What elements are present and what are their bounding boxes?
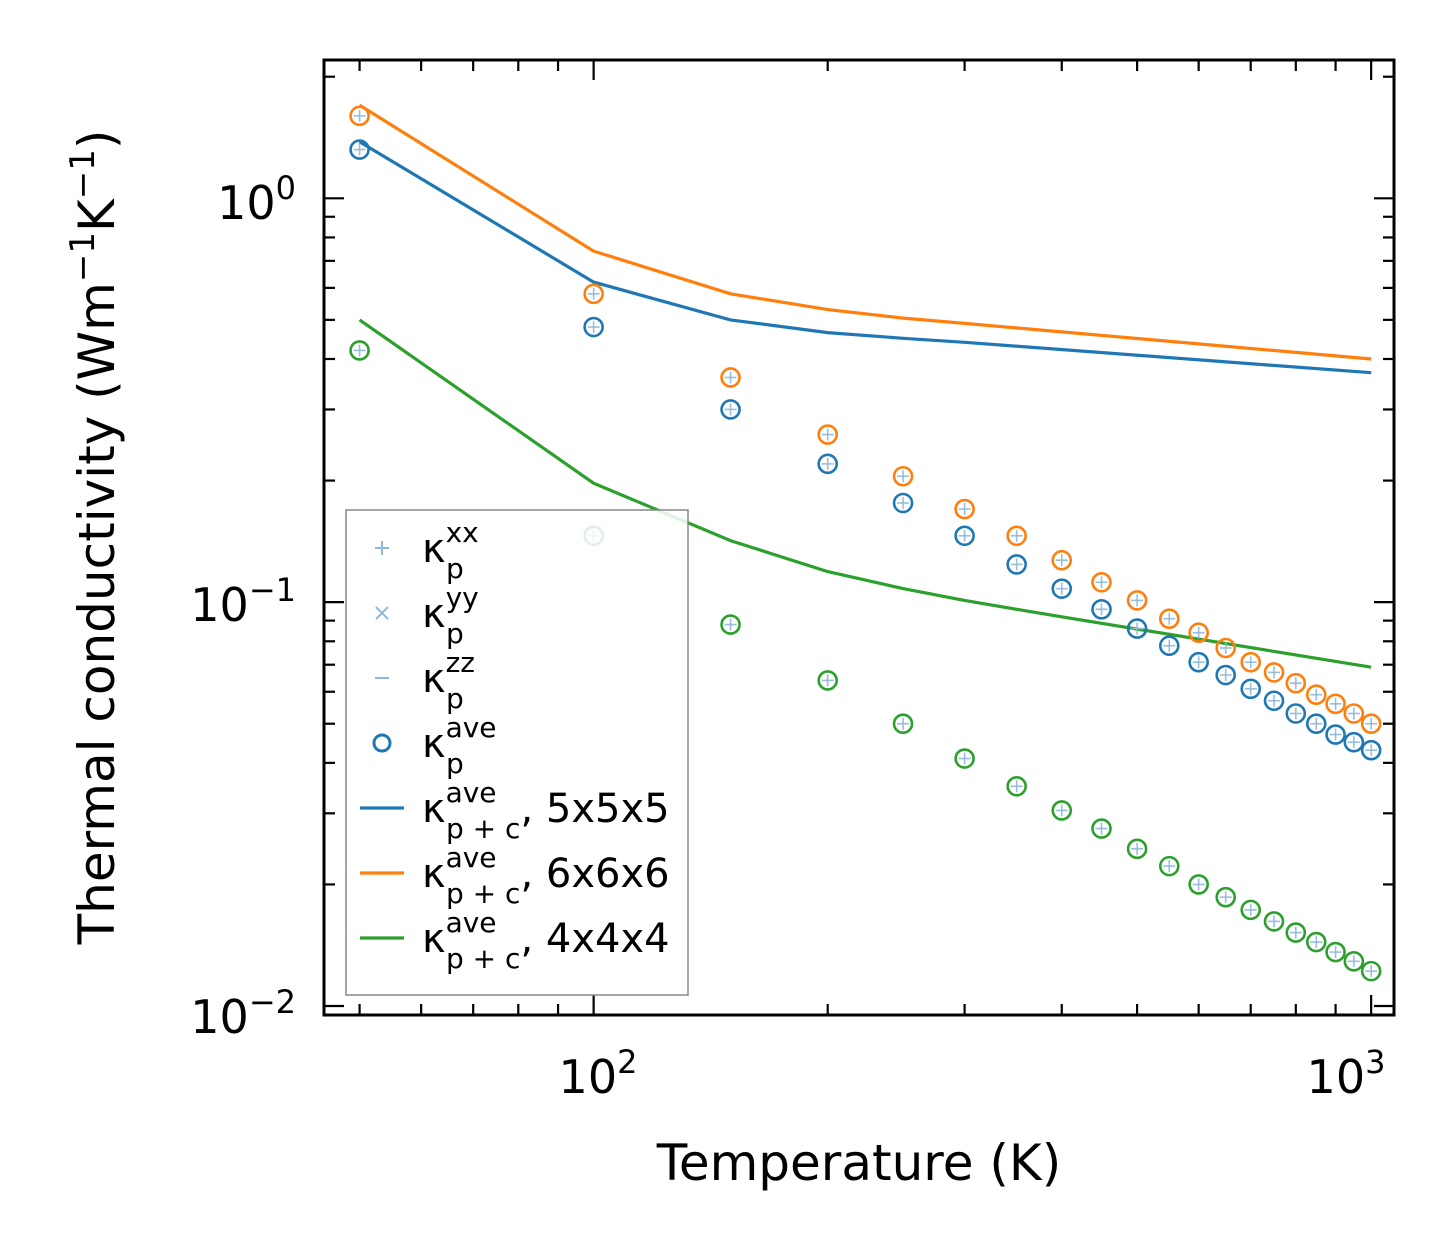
data-point — [954, 498, 975, 520]
data-point — [1285, 672, 1307, 694]
marker-series-1 — [349, 139, 1382, 761]
data-point — [349, 340, 370, 361]
legend-label: κave p — [422, 711, 497, 780]
legend-label: κave p + c, 5x5x5 — [422, 776, 670, 845]
data-point — [1158, 635, 1180, 657]
legend-label: κyy p — [422, 581, 479, 650]
data-point — [1051, 578, 1073, 599]
legend-entry-5: κave p + c, 5x5x5 — [360, 776, 670, 845]
series-line-3 — [358, 318, 1372, 669]
data-point — [1343, 703, 1365, 724]
data-point — [1091, 599, 1112, 620]
data-point — [817, 453, 838, 475]
data-point — [583, 316, 604, 338]
data-point — [1158, 608, 1180, 629]
data-point — [1263, 911, 1285, 932]
data-point — [892, 713, 914, 735]
legend-entry-1: κxx p — [375, 516, 479, 585]
data-point — [1240, 899, 1262, 921]
data-point — [1240, 678, 1262, 700]
data-point — [1051, 800, 1073, 821]
legend-label: κzz p — [422, 646, 475, 715]
data-point — [1325, 693, 1346, 715]
legend-label: κxx p — [422, 516, 479, 585]
data-point — [1343, 731, 1365, 753]
data-point — [1006, 775, 1027, 797]
data-point — [1006, 554, 1027, 575]
data-point — [1285, 703, 1307, 724]
data-point — [349, 105, 370, 127]
data-point — [583, 283, 604, 305]
data-point — [817, 670, 838, 691]
data-point — [892, 492, 914, 514]
data-point — [1215, 637, 1236, 659]
data-point — [1325, 724, 1346, 745]
x-tick-label-1000: 103 — [1307, 1043, 1386, 1104]
data-point — [1091, 571, 1112, 593]
data-point — [1305, 931, 1327, 953]
data-point — [1215, 886, 1236, 908]
data-point — [1263, 690, 1285, 712]
data-point — [1215, 664, 1236, 686]
legend-box — [345, 509, 689, 996]
series-line-2 — [358, 103, 1372, 361]
data-point — [1343, 951, 1365, 972]
data-point — [720, 399, 741, 420]
data-point — [1305, 684, 1327, 705]
legend-entry-7: κave p + c, 4x4x4 — [360, 906, 670, 975]
marker-series-2 — [349, 105, 1382, 735]
data-point — [1305, 713, 1327, 735]
data-point — [1263, 662, 1285, 683]
data-point — [1188, 651, 1209, 673]
data-point — [954, 748, 975, 769]
data-point — [954, 525, 975, 547]
data-point — [1360, 960, 1382, 982]
data-point — [1126, 838, 1148, 860]
legend-entry-2: κyy p — [375, 581, 479, 650]
data-point — [349, 139, 370, 160]
data-point — [1126, 590, 1148, 611]
legend-cross-symbol — [375, 606, 389, 620]
legend-label: κave p + c, 6x6x6 — [422, 841, 670, 910]
y-tick-label-0.1: 10−1 — [190, 571, 296, 632]
data-point — [892, 465, 914, 487]
data-point — [1188, 874, 1209, 895]
legend-circle-symbol — [372, 733, 392, 753]
data-point — [1360, 713, 1382, 735]
data-point — [1240, 651, 1262, 673]
data-point — [1126, 618, 1148, 639]
plot-frame — [322, 58, 1396, 1017]
tick-layer — [324, 60, 1394, 1015]
legend-entry-4: κave p — [372, 711, 497, 780]
data-point — [720, 614, 741, 635]
data-point — [1051, 549, 1073, 571]
y-tick-label-1: 100 — [217, 169, 296, 230]
series-layer — [349, 103, 1382, 982]
data-point — [1006, 525, 1027, 547]
data-point — [1158, 855, 1180, 877]
y-tick-label-0.01: 10−2 — [190, 983, 296, 1044]
data-point — [1360, 739, 1382, 761]
legend-entry-3: κzz p — [375, 646, 475, 715]
x-axis-label: Temperature (K) — [656, 1134, 1061, 1192]
data-point — [1188, 622, 1209, 644]
y-axis-label: Thermal conductivity (Wm−1K−1) — [63, 130, 126, 946]
data-point — [720, 367, 741, 388]
data-point — [1091, 818, 1112, 839]
data-point — [817, 424, 838, 445]
series-line-1 — [358, 140, 1372, 375]
legend-label: κave p + c, 4x4x4 — [422, 906, 670, 975]
data-point — [1285, 922, 1307, 943]
data-point — [1325, 941, 1346, 963]
x-tick-label-100: 102 — [559, 1043, 638, 1104]
legend-entry-6: κave p + c, 6x6x6 — [360, 841, 670, 910]
